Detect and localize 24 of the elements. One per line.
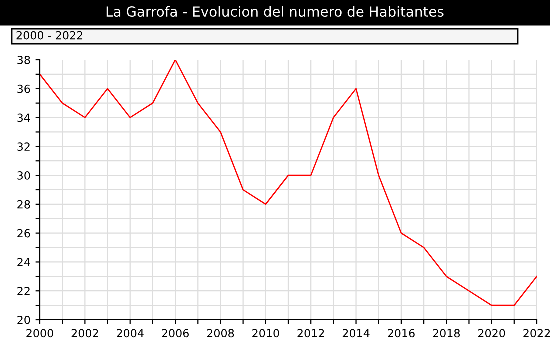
x-tick-label: 2010 [252, 329, 280, 338]
y-tick-label: 28 [18, 200, 30, 209]
x-tick-label: 2012 [298, 329, 324, 338]
x-tick-label: 2002 [72, 329, 98, 338]
y-tick-label: 20 [18, 316, 30, 324]
y-tick-label: 22 [18, 287, 30, 296]
x-tick-label: 2022 [524, 329, 550, 338]
x-tick-label: 2020 [478, 329, 506, 338]
y-tick-label: 26 [18, 229, 30, 238]
x-tick-label: 2014 [342, 329, 370, 338]
x-tick-label: 2016 [388, 329, 415, 338]
y-tick-label: 36 [18, 84, 30, 94]
x-tick-label: 2000 [26, 329, 54, 338]
chart-subtitle: 2000 - 2022 [16, 31, 83, 40]
y-tick-label: 30 [18, 172, 30, 180]
y-tick-label: 38 [18, 56, 30, 64]
x-tick-label: 2004 [117, 329, 144, 338]
y-tick-label: 24 [18, 258, 30, 266]
y-tick-label: 32 [18, 142, 30, 152]
x-tick-label: 2006 [162, 329, 189, 338]
chart-title: La Garrofa - Evolucion del numero de Habitantes [106, 6, 444, 18]
x-tick-label: 2008 [207, 329, 234, 338]
y-tick-label: 34 [18, 114, 30, 122]
x-tick-label: 2018 [433, 329, 460, 338]
